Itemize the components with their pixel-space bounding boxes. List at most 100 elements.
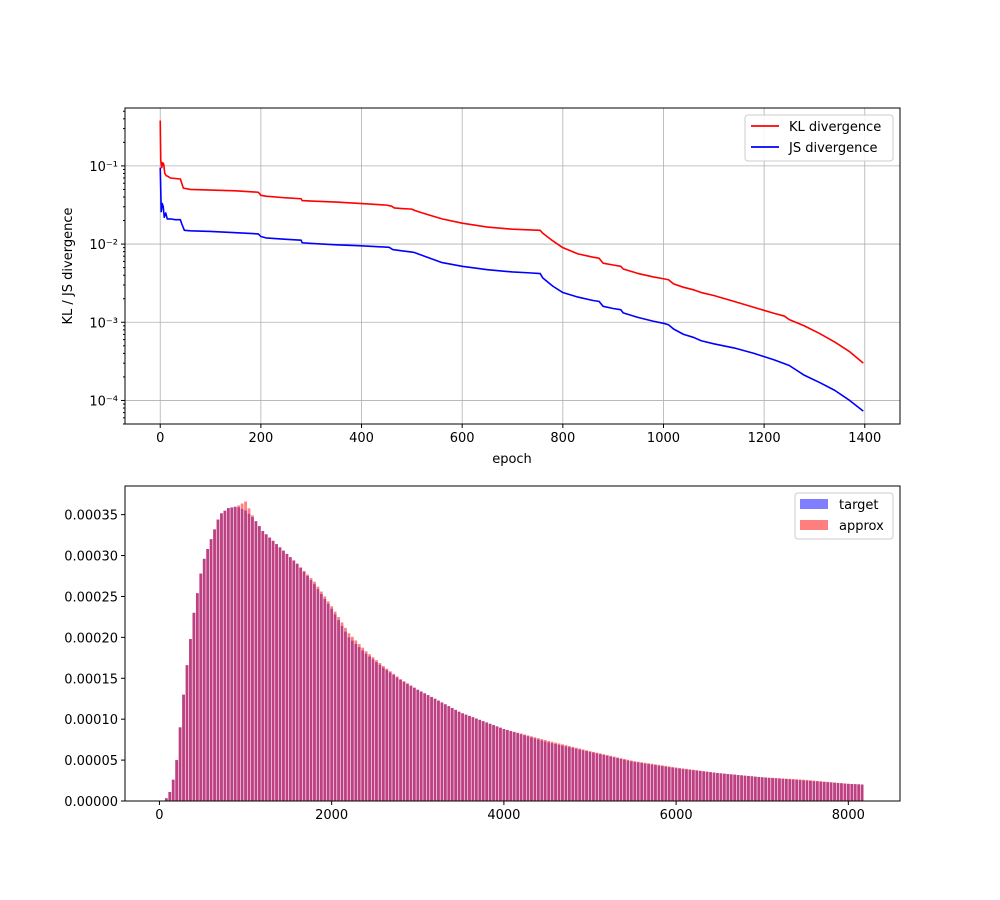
approx-bar (361, 647, 365, 801)
approx-bar (371, 657, 375, 801)
approx-bar (774, 778, 778, 801)
approx-bar (667, 766, 671, 801)
approx-bar (488, 723, 492, 801)
approx-bar (695, 770, 699, 801)
approx-bar (802, 779, 805, 801)
y-tick-label: 0.00015 (64, 672, 118, 687)
y-tick-label: 0.00005 (64, 754, 118, 769)
x-tick-label: 1200 (748, 431, 781, 446)
approx-bar (251, 515, 254, 801)
x-tick-label: 400 (349, 431, 374, 446)
approx-bar (523, 734, 526, 801)
approx-bar (533, 737, 537, 801)
approx-bar (171, 779, 175, 801)
approx-bar (629, 760, 633, 801)
divergence-y-axis-label: KL / JS divergence (61, 208, 76, 325)
approx-bar (857, 784, 861, 801)
approx-bar (623, 758, 626, 801)
approx-bar (791, 779, 795, 801)
approx-bar (581, 749, 585, 801)
approx-bar (240, 503, 244, 801)
approx-bar (492, 725, 495, 801)
approx-bar (853, 784, 857, 801)
approx-bar (237, 505, 241, 801)
js-legend-label: JS divergence (788, 141, 878, 156)
approx-bar (381, 666, 385, 801)
approx-bar (378, 663, 382, 801)
approx-bar (478, 719, 482, 801)
approx-bar (230, 507, 234, 801)
x-tick-label: 600 (450, 431, 475, 446)
approx-bar (416, 689, 420, 801)
approx-bar (168, 792, 172, 801)
approx-bar (609, 755, 613, 801)
approx-bar (846, 783, 850, 801)
approx-bar (767, 777, 771, 801)
js-divergence-line (159, 167, 864, 412)
y-tick-label: 10⁻³ (89, 316, 118, 331)
approx-bar (685, 768, 688, 801)
approx-legend-label: approx (839, 519, 884, 534)
approx-bar (457, 711, 461, 801)
approx-bar (709, 772, 712, 801)
approx-bar (350, 636, 354, 801)
approx-bar (195, 593, 199, 801)
approx-bar (812, 780, 816, 801)
approx-bar (182, 694, 185, 801)
approx-bar (678, 767, 681, 801)
approx-bar (536, 738, 540, 801)
y-tick-label: 0.00030 (64, 550, 118, 565)
approx-bar (375, 660, 378, 801)
approx-bar (650, 763, 654, 801)
approx-bar (633, 761, 637, 801)
y-tick-label: 0.00025 (64, 590, 118, 605)
kl-divergence-line (159, 120, 864, 364)
target-legend-swatch (800, 499, 828, 509)
approx-bar (412, 687, 416, 801)
y-tick-label: 10⁻² (89, 238, 118, 253)
approx-bar (368, 654, 371, 801)
approx-bar (753, 776, 757, 801)
approx-bar (499, 727, 502, 801)
approx-bar (516, 732, 520, 801)
x-tick-label: 0 (156, 431, 164, 446)
approx-bar (485, 722, 489, 801)
approx-bar (337, 617, 340, 801)
approx-bar (354, 640, 358, 801)
approx-bar (764, 777, 768, 801)
approx-bar (423, 693, 427, 801)
approx-bar (757, 776, 761, 801)
x-tick-label: 800 (550, 431, 575, 446)
approx-bar (829, 782, 833, 801)
approx-bar (647, 763, 650, 801)
divergence-y-ticks: 10⁻⁴ 10⁻³ 10⁻² 10⁻¹ (89, 110, 125, 425)
approx-bar (247, 508, 251, 801)
approx-bar (674, 767, 678, 801)
approx-bar (729, 774, 733, 801)
y-tick-label: 10⁻⁴ (89, 394, 118, 409)
approx-bar (192, 612, 196, 801)
approx-bar (264, 534, 268, 801)
approx-bar (778, 778, 781, 801)
approx-bar (719, 773, 723, 801)
approx-bar (271, 540, 275, 801)
divergence-series (159, 120, 864, 412)
approx-bar (815, 780, 819, 801)
approx-bar (840, 783, 843, 801)
approx-bar (299, 567, 303, 801)
approx-bar (619, 758, 623, 801)
approx-bar (495, 726, 499, 801)
approx-bar (722, 773, 726, 801)
approx-bar (657, 764, 661, 801)
approx-bar (698, 770, 702, 801)
approx-bar (209, 539, 213, 801)
approx-bar (323, 596, 327, 801)
approx-bar (282, 550, 285, 801)
x-tick-label: 200 (248, 431, 273, 446)
approx-bar (512, 731, 516, 801)
approx-bar (702, 771, 706, 801)
approx-bar (747, 775, 750, 801)
approx-bar (402, 681, 406, 801)
approx-bar (616, 757, 619, 801)
approx-bar (843, 783, 847, 801)
